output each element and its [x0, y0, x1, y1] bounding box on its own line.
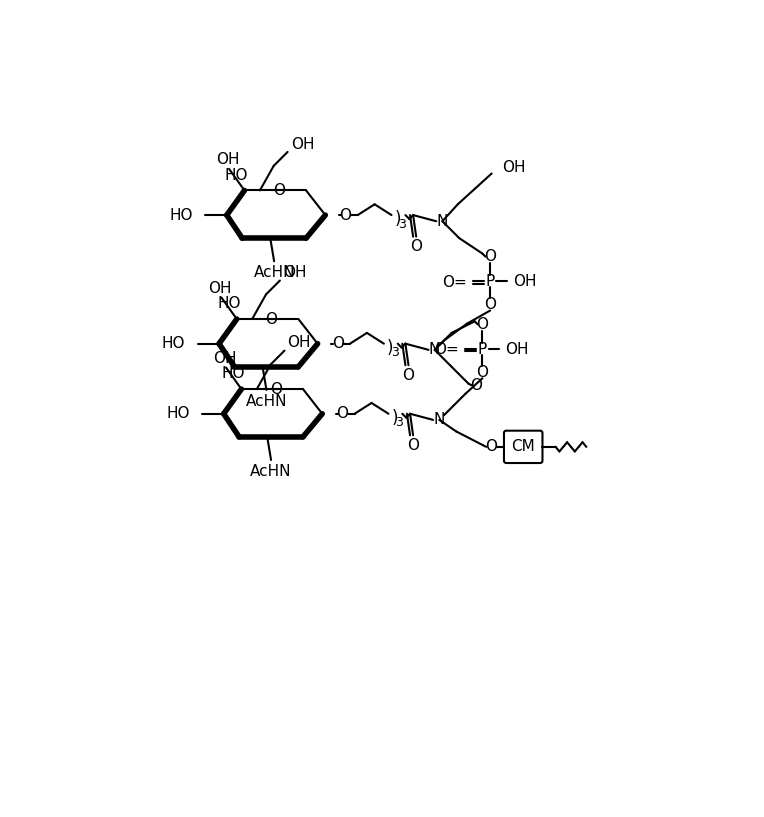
- Text: O: O: [270, 382, 282, 396]
- Text: OH: OH: [215, 152, 239, 167]
- Text: O=: O=: [435, 342, 459, 357]
- Text: O: O: [332, 336, 344, 351]
- Text: O: O: [477, 364, 488, 380]
- FancyBboxPatch shape: [504, 431, 542, 463]
- Text: O=: O=: [442, 275, 467, 289]
- Text: OH: OH: [503, 160, 526, 175]
- Text: O: O: [336, 406, 348, 422]
- Text: O: O: [403, 368, 415, 382]
- Text: AcHN: AcHN: [251, 464, 292, 479]
- Text: O: O: [484, 297, 496, 312]
- Text: HO: HO: [170, 208, 193, 222]
- Text: OH: OH: [290, 136, 314, 152]
- Text: O: O: [265, 311, 277, 327]
- Text: O: O: [274, 183, 285, 198]
- Text: O: O: [477, 317, 488, 332]
- Text: HO: HO: [167, 406, 189, 422]
- Text: HO: HO: [222, 366, 245, 382]
- Text: HO: HO: [162, 336, 185, 351]
- Text: O: O: [484, 249, 496, 264]
- Text: N: N: [434, 413, 445, 427]
- Text: P: P: [478, 342, 487, 356]
- Text: O: O: [339, 208, 351, 222]
- Text: ): ): [391, 408, 398, 426]
- Text: AcHN: AcHN: [254, 266, 295, 280]
- Text: OH: OH: [212, 350, 236, 366]
- Text: O: O: [407, 438, 419, 453]
- Text: ): ): [394, 210, 401, 228]
- Text: N: N: [437, 214, 448, 229]
- Text: AcHN: AcHN: [246, 394, 287, 409]
- Text: HO: HO: [217, 296, 241, 311]
- Text: OH: OH: [513, 274, 537, 288]
- Text: OH: OH: [208, 281, 231, 296]
- Text: P: P: [485, 274, 495, 288]
- Text: N: N: [429, 342, 440, 357]
- Text: 3: 3: [398, 218, 406, 231]
- Text: OH: OH: [287, 336, 311, 350]
- Text: HO: HO: [225, 167, 248, 182]
- Text: O: O: [485, 440, 497, 454]
- Text: O: O: [410, 239, 422, 254]
- Text: ): ): [387, 338, 393, 356]
- Text: 3: 3: [395, 417, 403, 430]
- Text: CM: CM: [511, 440, 535, 454]
- Text: OH: OH: [506, 342, 529, 356]
- Text: OH: OH: [283, 266, 306, 280]
- Text: O: O: [471, 377, 482, 393]
- Text: 3: 3: [390, 346, 399, 359]
